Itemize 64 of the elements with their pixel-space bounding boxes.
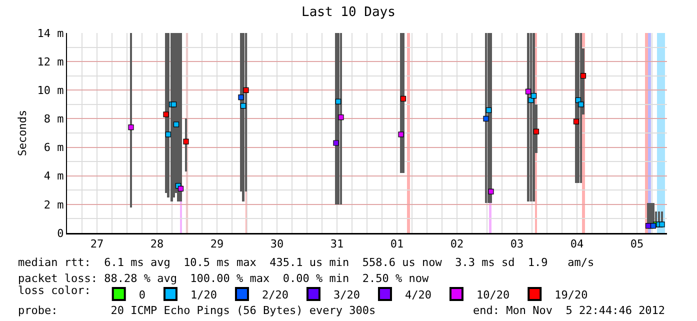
point [338, 114, 344, 120]
bar [402, 33, 404, 173]
text: packet loss: 88.28 % avg 100.00 % max 0.00 % min 2.50 % now [18, 272, 429, 285]
point [335, 98, 342, 104]
legend-label: 19/20 [554, 288, 588, 302]
x-tick-label: 01 [390, 238, 404, 251]
x-tick-label: 27 [90, 238, 104, 251]
point [580, 73, 586, 79]
y-tick-label: 0 [57, 226, 64, 240]
point [483, 116, 489, 122]
point [525, 88, 532, 94]
point [488, 188, 494, 194]
point [398, 132, 404, 138]
x-tick-label: 04 [570, 238, 584, 251]
y-tick-label: 10 m [37, 84, 64, 97]
point [163, 112, 169, 118]
point [530, 93, 537, 99]
y-tick-label: 4 m [44, 170, 64, 183]
point [238, 94, 244, 100]
point [173, 122, 180, 128]
point [128, 124, 134, 130]
legend-title: loss color: [18, 284, 91, 297]
y-tick-label: 6 m [44, 141, 64, 154]
bar [337, 33, 340, 204]
legend-label: 4/20 [404, 288, 432, 302]
point [486, 107, 492, 113]
x-tick-label: 05 [630, 238, 644, 251]
point [533, 128, 540, 134]
text: probe: 20 ICMP Echo Pings (56 Bytes) every 300s [18, 304, 376, 317]
x-tick-label: 03 [510, 238, 524, 251]
point [573, 118, 580, 124]
point [243, 87, 249, 93]
y-axis-title: Seconds [16, 110, 29, 156]
y-tick-label: 12 m [37, 55, 64, 68]
bar [488, 33, 490, 203]
x-tick-label: 30 [270, 238, 284, 251]
y-tick-label: 14 m [37, 26, 64, 40]
legend-label: 3/20 [333, 288, 360, 302]
point [659, 222, 665, 228]
bar [167, 33, 170, 198]
point [183, 138, 189, 144]
legend-label: 0 [138, 288, 146, 302]
y-tick-label: 2 m [44, 198, 64, 212]
x-tick-label: 31 [330, 238, 344, 251]
text: end: Mon Nov 5 22:44:46 2012 [473, 304, 666, 317]
point [578, 102, 584, 108]
bar [242, 33, 244, 202]
legend-label: 1/20 [190, 288, 217, 302]
point [645, 223, 652, 229]
x-tick-label: 02 [450, 238, 464, 251]
bar [527, 33, 530, 202]
legend-label: 2/20 [262, 288, 288, 302]
x-tick-label: 28 [150, 238, 164, 251]
legend-label: 10/20 [476, 288, 510, 302]
text: median rtt: 6.1 ms avg 10.5 ms max 435.1 us min 558.6 us now 3.3 ms sd 1.9 am/s [18, 256, 594, 269]
point [333, 140, 339, 146]
point [400, 96, 406, 102]
chart-title: Last 10 Days [302, 4, 396, 20]
point [240, 103, 246, 109]
point [178, 186, 184, 192]
point [528, 97, 534, 103]
y-tick-label: 8 m [44, 112, 64, 126]
x-tick-label: 29 [210, 238, 224, 251]
point [165, 132, 172, 138]
